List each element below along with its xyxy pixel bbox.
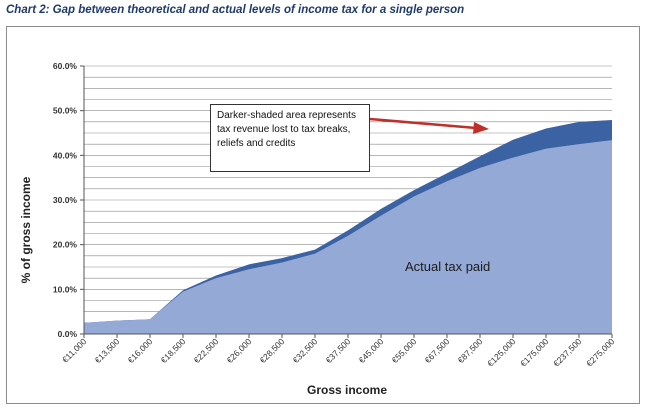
x-tick-label: €175,000 [518,336,550,368]
y-tick-label: 0.0% [58,329,78,339]
y-tick-label: 10.0% [53,284,78,294]
x-tick-label: €32,500 [291,336,320,365]
x-tick-label: €275,000 [584,336,616,368]
x-tick-label: €11,000 [60,336,89,365]
x-tick-label: €67,500 [423,336,452,365]
y-tick-label: 20.0% [53,240,78,250]
x-tick-label: €55,000 [390,336,419,365]
x-tick-label: €28,500 [258,336,287,365]
x-tick-labels: €11,000 €13,500 €16,000 €18,500 €22,500 €26,0… [60,334,617,368]
area-label: Actual tax paid [405,259,490,274]
callout-box: Darker-shaded area represents tax revenu… [210,104,370,172]
x-tick-label: €16,000 [126,336,155,365]
x-tick-label: €45,000 [357,336,386,365]
y-axis-title: % of gross income [19,176,33,283]
x-axis-title: Gross income [307,383,387,397]
x-tick-label: €18,500 [159,336,188,365]
x-tick-label: €22,500 [192,336,221,365]
y-tick-label: 30.0% [53,195,78,205]
x-tick-label: €237,500 [551,336,583,368]
callout-arrow [369,117,489,134]
x-tick-label: €37,500 [324,336,353,365]
x-tick-label: €87,500 [456,336,485,365]
area-series [84,120,612,335]
y-tick-label: 40.0% [53,150,78,160]
area-actual-tax-paid [84,140,612,334]
y-tick-label: 60.0% [53,61,78,71]
chart-title: Chart 2: Gap between theoretical and act… [6,4,465,16]
y-tick-labels: 0.0% 10.0% 20.0% 30.0% 40.0% 50.0% 60.0% [53,61,84,339]
y-tick-label: 50.0% [53,106,78,116]
x-tick-label: €26,000 [225,336,254,365]
x-tick-label: €13,500 [93,336,122,365]
x-tick-label: €125,000 [485,336,517,368]
